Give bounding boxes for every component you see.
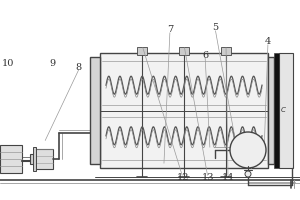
Circle shape bbox=[230, 132, 266, 168]
Text: 7: 7 bbox=[167, 25, 173, 34]
Bar bbox=[33, 147, 36, 171]
Circle shape bbox=[245, 171, 251, 177]
Bar bbox=[90, 57, 100, 164]
Bar bbox=[274, 53, 279, 168]
Bar bbox=[279, 53, 293, 168]
Text: 14: 14 bbox=[222, 173, 234, 182]
Text: 12: 12 bbox=[177, 173, 189, 182]
Text: 9: 9 bbox=[49, 58, 55, 68]
Text: 6: 6 bbox=[202, 50, 208, 60]
Text: 4: 4 bbox=[265, 38, 271, 46]
Bar bbox=[179, 47, 189, 55]
Text: 10: 10 bbox=[2, 58, 14, 68]
Text: 13: 13 bbox=[202, 173, 214, 182]
Text: 5: 5 bbox=[212, 23, 218, 32]
Bar bbox=[30, 154, 35, 164]
Bar bbox=[35, 149, 53, 169]
Text: C: C bbox=[280, 108, 285, 114]
Bar bbox=[100, 53, 268, 168]
Bar bbox=[137, 47, 147, 55]
Text: 8: 8 bbox=[75, 62, 81, 72]
Bar bbox=[268, 57, 274, 164]
Bar bbox=[221, 47, 231, 55]
Bar bbox=[0, 145, 22, 173]
